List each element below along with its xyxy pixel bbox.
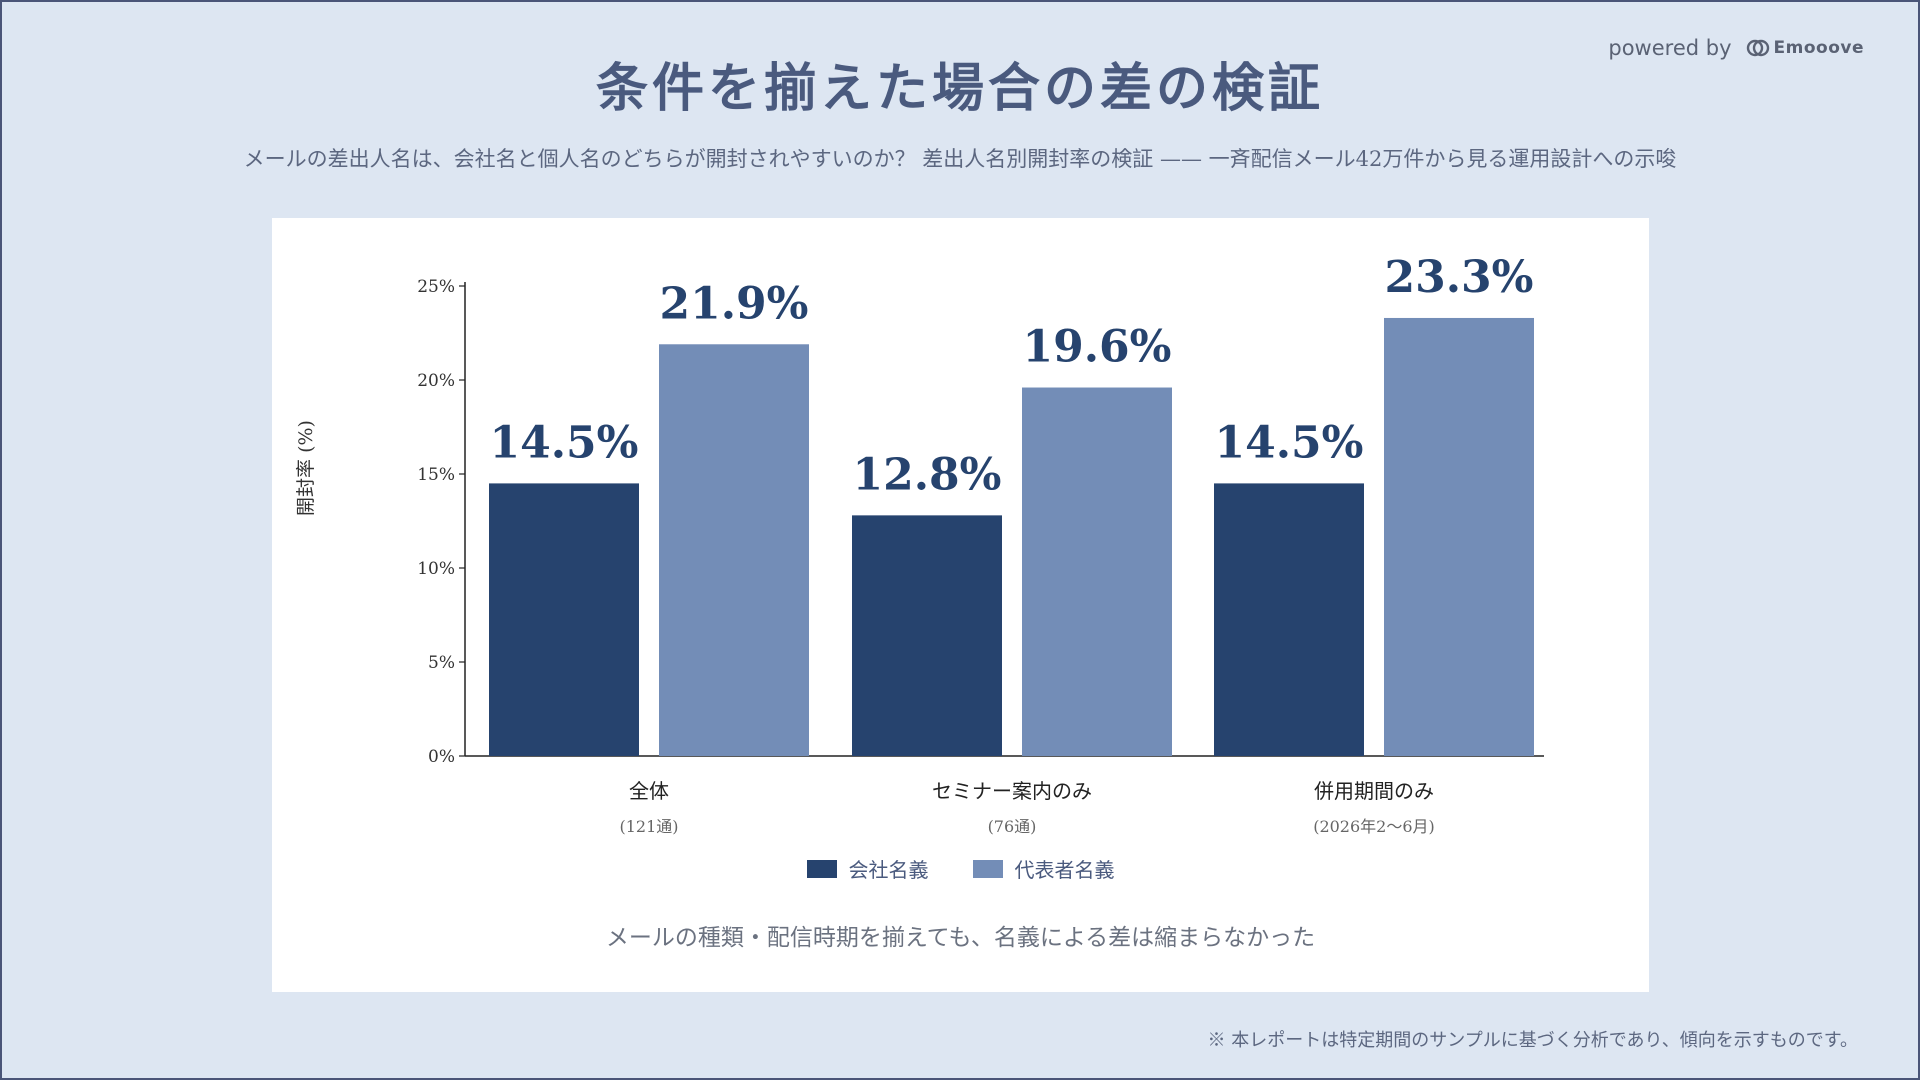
- y-tick-label: 5%: [428, 653, 455, 673]
- chart-caption: メールの種類・配信時期を揃えても、名義による差は縮まらなかった: [605, 925, 1316, 951]
- y-tick-label: 25%: [417, 277, 455, 297]
- brand-mark-icon: [1746, 39, 1769, 57]
- legend-swatch-representative: [972, 859, 1003, 878]
- legend-label-representative: 代表者名義: [1014, 858, 1115, 882]
- powered-by-label: powered by: [1608, 36, 1732, 60]
- y-tick-label: 10%: [417, 559, 455, 579]
- bar: [489, 483, 639, 756]
- bar-value-label: 14.5%: [1215, 417, 1364, 468]
- bar-value-label: 21.9%: [660, 278, 809, 329]
- y-tick-label: 20%: [417, 371, 455, 391]
- x-category-sublabel: (2026年2〜6月): [1313, 817, 1435, 836]
- bar: [1022, 387, 1172, 756]
- chart-panel: 0% 5% 10% 15% 20% 25% 開封率 (%) 14.5% 21.9% 全体 (121通…: [272, 218, 1649, 992]
- x-category-sublabel: (76通): [988, 817, 1037, 836]
- y-tick-label: 15%: [417, 465, 455, 485]
- brand-name: Emooove: [1773, 38, 1864, 58]
- bar-value-label: 19.6%: [1023, 322, 1172, 373]
- bar: [852, 515, 1002, 756]
- legend-swatch-company: [806, 859, 837, 878]
- bar: [659, 344, 809, 756]
- bar-value-label: 12.8%: [853, 449, 1002, 500]
- bar-value-label: 23.3%: [1385, 252, 1534, 303]
- powered-by: powered by Emooove: [1608, 36, 1864, 60]
- bar: [1384, 317, 1534, 756]
- page-title: 条件を揃えた場合の差の検証: [595, 58, 1324, 119]
- footnote: ※ 本レポートは特定期間のサンプルに基づく分析であり、傾向を示すものです。: [1207, 1030, 1858, 1051]
- y-tick-label: 0%: [428, 747, 455, 767]
- x-category-sublabel: (121通): [619, 817, 678, 836]
- bar-value-label: 14.5%: [490, 417, 639, 468]
- bar-chart: 0% 5% 10% 15% 20% 25% 開封率 (%) 14.5% 21.9% 全体 (121通…: [295, 252, 1544, 836]
- x-category-label: セミナー案内のみ: [932, 779, 1092, 803]
- page-subtitle: メールの差出人名は、会社名と個人名のどちらが開封されやすいのか？ 差出人名別開封…: [243, 147, 1677, 171]
- legend-label-company: 会社名義: [848, 858, 929, 882]
- brand-logo: Emooove: [1746, 36, 1864, 60]
- legend-item-representative: 代表者名義: [972, 854, 1115, 883]
- bar: [1214, 483, 1364, 756]
- y-axis-title: 開封率 (%): [295, 420, 317, 516]
- legend-item-company: 会社名義: [806, 854, 929, 883]
- x-category-label: 併用期間のみ: [1314, 779, 1434, 803]
- x-category-label: 全体: [629, 779, 669, 803]
- chart-legend: 会社名義 代表者名義: [272, 854, 1649, 883]
